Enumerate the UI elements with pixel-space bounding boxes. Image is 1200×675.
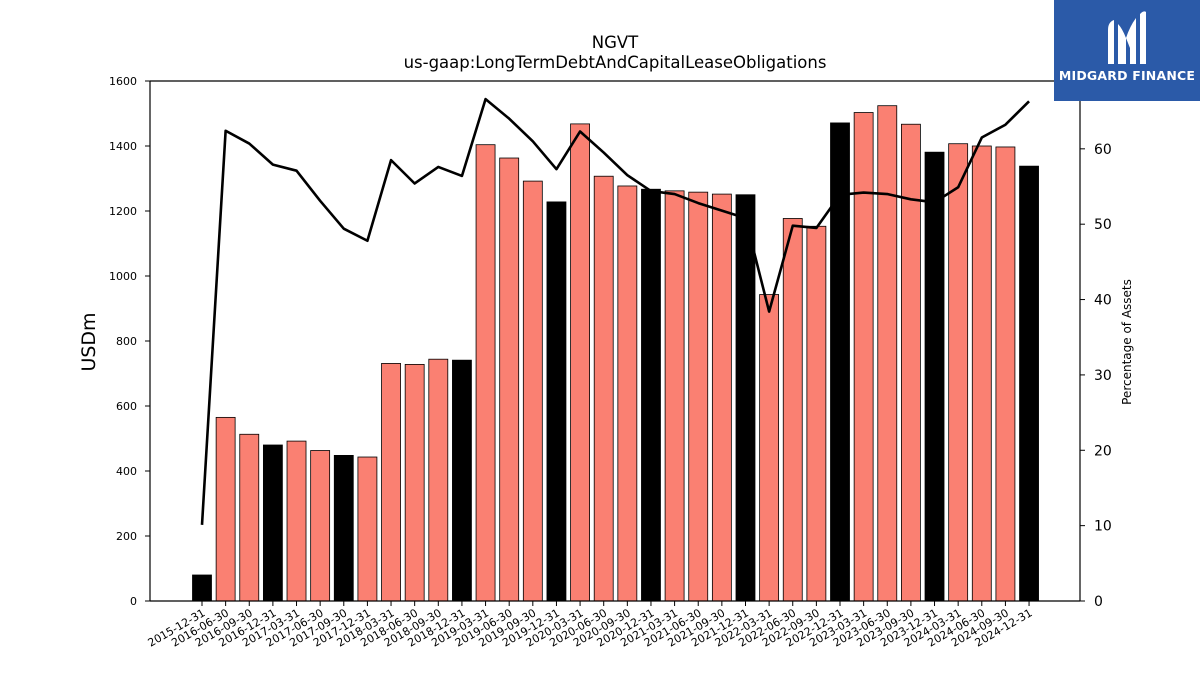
bar-2016-06-30 [215, 416, 236, 602]
y2-axis-label: Percentage of Assets [1120, 279, 1134, 405]
bar-2018-12-31 [452, 359, 472, 602]
chart-subtitle: us-gaap:LongTermDebtAndCapitalLeaseOblig… [404, 53, 827, 72]
bar-2022-03-31 [759, 294, 780, 602]
bar-2023-09-30 [901, 123, 921, 602]
bar-2024-06-30 [971, 145, 992, 602]
y-axis-label: USDm [78, 312, 100, 371]
y-tick-label: 1400 [109, 140, 137, 153]
y-tick-label: 600 [116, 400, 137, 413]
midgard-logo-mark-icon [1108, 11, 1146, 65]
midgard-finance-logo: MIDGARD FINANCE [1054, 0, 1200, 101]
y2-tick-label: 20 [1094, 443, 1112, 459]
bar-2020-06-30 [593, 175, 614, 602]
bar-2024-12-31 [1019, 165, 1039, 602]
y2-tick-label: 40 [1094, 293, 1112, 309]
bar-2018-09-30 [428, 358, 449, 602]
logo-text: MIDGARD FINANCE [1058, 68, 1196, 83]
bar-2018-06-30 [404, 363, 425, 602]
bar-2023-06-30 [877, 105, 898, 602]
bar-2022-09-30 [806, 225, 827, 602]
bar-2019-12-31 [546, 201, 567, 602]
bar-2021-12-31 [735, 194, 756, 602]
bar-2020-03-31 [570, 123, 590, 602]
y-tick-label: 1000 [109, 270, 137, 283]
bar-2019-03-31 [475, 144, 496, 602]
line-group [200, 97, 1030, 525]
bar-2015-12-31 [192, 574, 212, 602]
bar-2022-06-30 [782, 218, 803, 602]
bar-2017-09-30 [333, 454, 354, 602]
bar-2021-06-30 [688, 191, 709, 602]
bar-2016-09-30 [239, 433, 260, 602]
bar-2023-03-31 [853, 112, 874, 602]
y2-ticks-group: 0 10 20 30 40 50 60 [1080, 142, 1112, 610]
y-tick-label: 1200 [109, 205, 137, 218]
y2-tick-label: 60 [1094, 142, 1112, 158]
y2-tick-label: 30 [1094, 368, 1112, 384]
bar-2023-12-31 [924, 151, 945, 602]
bar-2017-12-31 [357, 456, 378, 602]
y-tick-label: 1600 [109, 75, 137, 88]
bar-2016-12-31 [262, 444, 283, 602]
bar-2019-06-30 [499, 157, 520, 602]
x-ticks-group: 2015-12-312016-06-302016-09-302016-12-31… [146, 601, 1035, 650]
y2-tick-label: 10 [1094, 519, 1112, 535]
bar-2020-09-30 [617, 185, 638, 602]
y-ticks-group: 0 200 400 600 800 1000 1200 1400 1600 [109, 75, 150, 608]
y2-tick-label: 0 [1094, 594, 1103, 610]
bar-2019-09-30 [522, 180, 543, 602]
y-tick-label: 200 [116, 530, 137, 543]
bar-2024-03-31 [948, 143, 969, 602]
y-tick-label: 400 [116, 465, 137, 478]
bar-2021-09-30 [711, 193, 732, 602]
y2-tick-label: 50 [1094, 217, 1112, 233]
bar-2018-03-31 [381, 363, 401, 602]
bar-2021-03-31 [664, 190, 685, 602]
bar-2020-12-31 [641, 188, 661, 602]
y-tick-label: 800 [116, 335, 137, 348]
bar-2017-06-30 [310, 450, 331, 602]
chart-title: NGVT [592, 33, 639, 52]
bars-group [192, 105, 1039, 602]
y-tick-label: 0 [130, 595, 137, 608]
percentage-of-assets-line [200, 97, 1030, 525]
bar-2024-09-30 [995, 146, 1016, 602]
bar-2017-03-31 [286, 440, 307, 602]
